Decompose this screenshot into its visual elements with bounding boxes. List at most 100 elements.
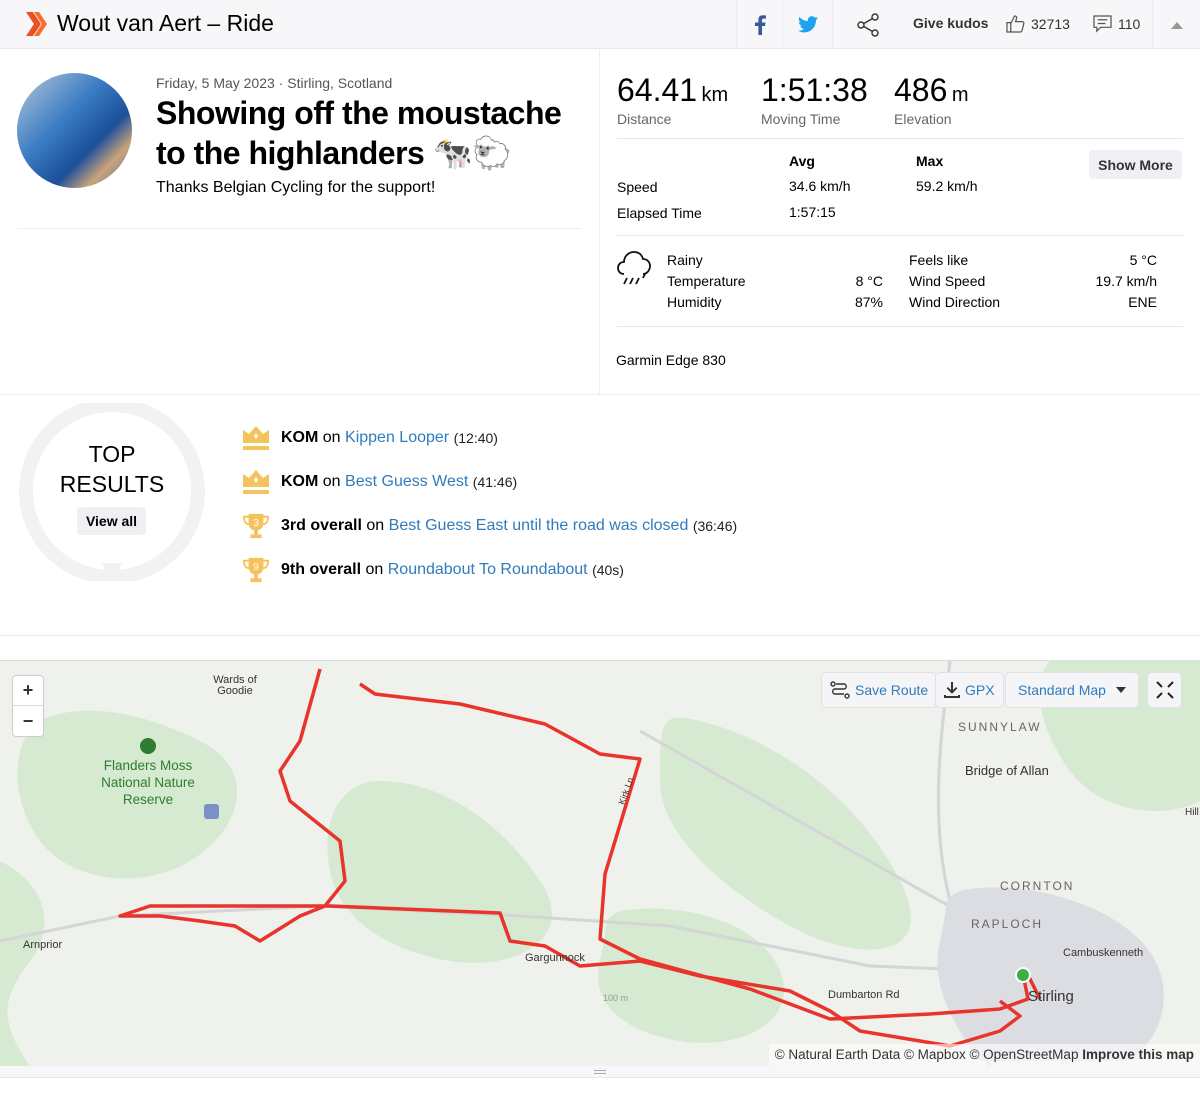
- map-canvas[interactable]: [0, 661, 1200, 1066]
- map-label: Wards of Goodie: [213, 674, 257, 697]
- result-time: (41:46): [472, 474, 518, 490]
- on-text: on: [365, 561, 384, 578]
- segment-link[interactable]: Kippen Looper: [345, 429, 450, 446]
- twitter-icon: [797, 16, 818, 33]
- save-route-button[interactable]: Save Route: [822, 673, 937, 707]
- temperature-label: Temperature: [667, 273, 746, 289]
- park-icon: [140, 738, 156, 754]
- map-label: RAPLOCH: [971, 917, 1044, 931]
- athlete-avatar[interactable]: [17, 73, 132, 188]
- facebook-share-button[interactable]: [736, 0, 782, 49]
- comment-icon: [1093, 15, 1112, 33]
- show-more-button[interactable]: Show More: [1089, 150, 1182, 179]
- divider: [17, 228, 581, 229]
- map-type-dropdown[interactable]: Standard Map: [1006, 673, 1138, 707]
- segment-link[interactable]: Best Guess East until the road was close…: [388, 517, 689, 534]
- route-map[interactable]: + − Wards of Goodie Flanders Moss Nationa…: [0, 660, 1200, 1066]
- crown-icon: [243, 470, 269, 494]
- avg-header: Avg: [789, 153, 815, 169]
- speed-max: 59.2 km/h: [916, 178, 978, 194]
- grip-icon: [594, 1070, 606, 1074]
- strava-chevron-logo: [26, 12, 47, 36]
- zoom-out-button[interactable]: −: [22, 710, 34, 731]
- map-label: Gargunnock: [525, 952, 585, 964]
- map-attribution: © Natural Earth Data © Mapbox © OpenStre…: [768, 1044, 1200, 1066]
- result-time: (12:40): [453, 430, 498, 446]
- humidity-value: 87%: [854, 294, 883, 310]
- map-label: SUNNYLAW: [958, 720, 1042, 734]
- map-label: 100 m: [603, 993, 629, 1003]
- result-time: (40s): [592, 562, 624, 578]
- stat-distance: 64.41 km Distance: [617, 72, 729, 127]
- map-label: Dumbarton Rd: [828, 989, 900, 1001]
- temperature-value: 8 °C: [855, 273, 883, 289]
- map-label: Bridge of Allan: [965, 763, 1049, 778]
- facebook-icon: [754, 14, 766, 35]
- give-kudos-button[interactable]: Give kudos: [913, 15, 989, 31]
- top-results-section: TOP RESULTS View all KOM on Kippen Looper…: [0, 394, 1200, 636]
- top-bar: Wout van Aert – Ride Give kudos 32713 11…: [0, 0, 1200, 49]
- wind-speed-label: Wind Speed: [909, 273, 986, 289]
- on-text: on: [322, 473, 341, 490]
- resize-handle[interactable]: [0, 1066, 1200, 1078]
- stat-moving-time: 1:51:38 Moving Time: [761, 72, 868, 127]
- trophy-icon: 9: [242, 557, 270, 583]
- humidity-label: Humidity: [667, 294, 722, 310]
- wind-direction-label: Wind Direction: [909, 294, 1001, 310]
- map-label: Arnprior: [23, 939, 63, 951]
- map-label: Flanders Moss National Nature Reserve: [101, 758, 195, 807]
- feels-like-label: Feels like: [909, 252, 969, 268]
- activity-description: Thanks Belgian Cycling for the support!: [156, 179, 436, 196]
- map-label: Stirling: [1028, 988, 1074, 1005]
- fullscreen-icon: [1155, 681, 1174, 699]
- thumbs-up-icon: [1006, 15, 1025, 33]
- page-title: Wout van Aert – Ride: [57, 10, 274, 36]
- divider: [617, 326, 1183, 327]
- map-label: Cambuskenneth: [1063, 947, 1144, 959]
- feels-like-value: 5 °C: [1129, 252, 1157, 268]
- comments-count[interactable]: 110: [1093, 15, 1140, 33]
- map-label: Hill: [1185, 807, 1199, 818]
- max-header: Max: [916, 153, 944, 169]
- zoom-in-button[interactable]: +: [13, 676, 43, 706]
- route-icon: [830, 681, 850, 699]
- result-rank: 3rd overall: [281, 517, 362, 534]
- share-icon: [856, 12, 879, 37]
- top-result-item: KOM on Best Guess West (41:46): [242, 469, 517, 495]
- on-text: on: [366, 517, 385, 534]
- segment-link[interactable]: Roundabout To Roundabout: [387, 561, 588, 578]
- elapsed-label: Elapsed Time: [617, 205, 702, 221]
- stat-elevation: 486 m Elevation: [894, 72, 969, 127]
- rain-cloud-icon: [617, 251, 651, 285]
- kudos-count[interactable]: 32713: [1006, 15, 1070, 33]
- laurel-wreath-icon: [19, 403, 205, 581]
- top-result-item: 3 3rd overall on Best Guess East until th…: [242, 513, 737, 539]
- view-all-button[interactable]: View all: [77, 507, 146, 535]
- woodland-areas: [0, 661, 1200, 1066]
- fullscreen-button[interactable]: [1148, 673, 1181, 707]
- on-text: on: [322, 429, 341, 446]
- wind-direction-value: ENE: [1128, 294, 1157, 310]
- download-icon: [944, 682, 960, 698]
- trophy-icon: 3: [242, 513, 270, 539]
- elapsed-value: 1:57:15: [789, 204, 836, 220]
- result-rank: 9th overall: [281, 561, 362, 578]
- share-button[interactable]: [832, 0, 902, 49]
- speed-label: Speed: [617, 179, 658, 195]
- improve-map-link[interactable]: Improve this map: [1082, 1047, 1194, 1062]
- crown-icon: [243, 426, 269, 450]
- activity-date-location: Friday, 5 May 2023 · Stirling, Scotland: [156, 75, 393, 91]
- result-time: (36:46): [692, 518, 738, 534]
- result-rank: KOM: [281, 429, 319, 446]
- zoom-control: + −: [12, 675, 44, 737]
- start-marker: [1015, 967, 1031, 983]
- divider: [617, 138, 1183, 139]
- gpx-download-button[interactable]: GPX: [936, 673, 1003, 707]
- segment-link[interactable]: Best Guess West: [345, 473, 469, 490]
- top-result-item: KOM on Kippen Looper (12:40): [242, 425, 498, 451]
- speed-avg: 34.6 km/h: [789, 178, 851, 194]
- activity-stats: 64.41 km Distance 1:51:38 Moving Time 486 …: [601, 50, 1200, 394]
- collapse-button[interactable]: [1152, 0, 1200, 49]
- twitter-share-button[interactable]: [782, 0, 832, 49]
- divider: [617, 235, 1183, 236]
